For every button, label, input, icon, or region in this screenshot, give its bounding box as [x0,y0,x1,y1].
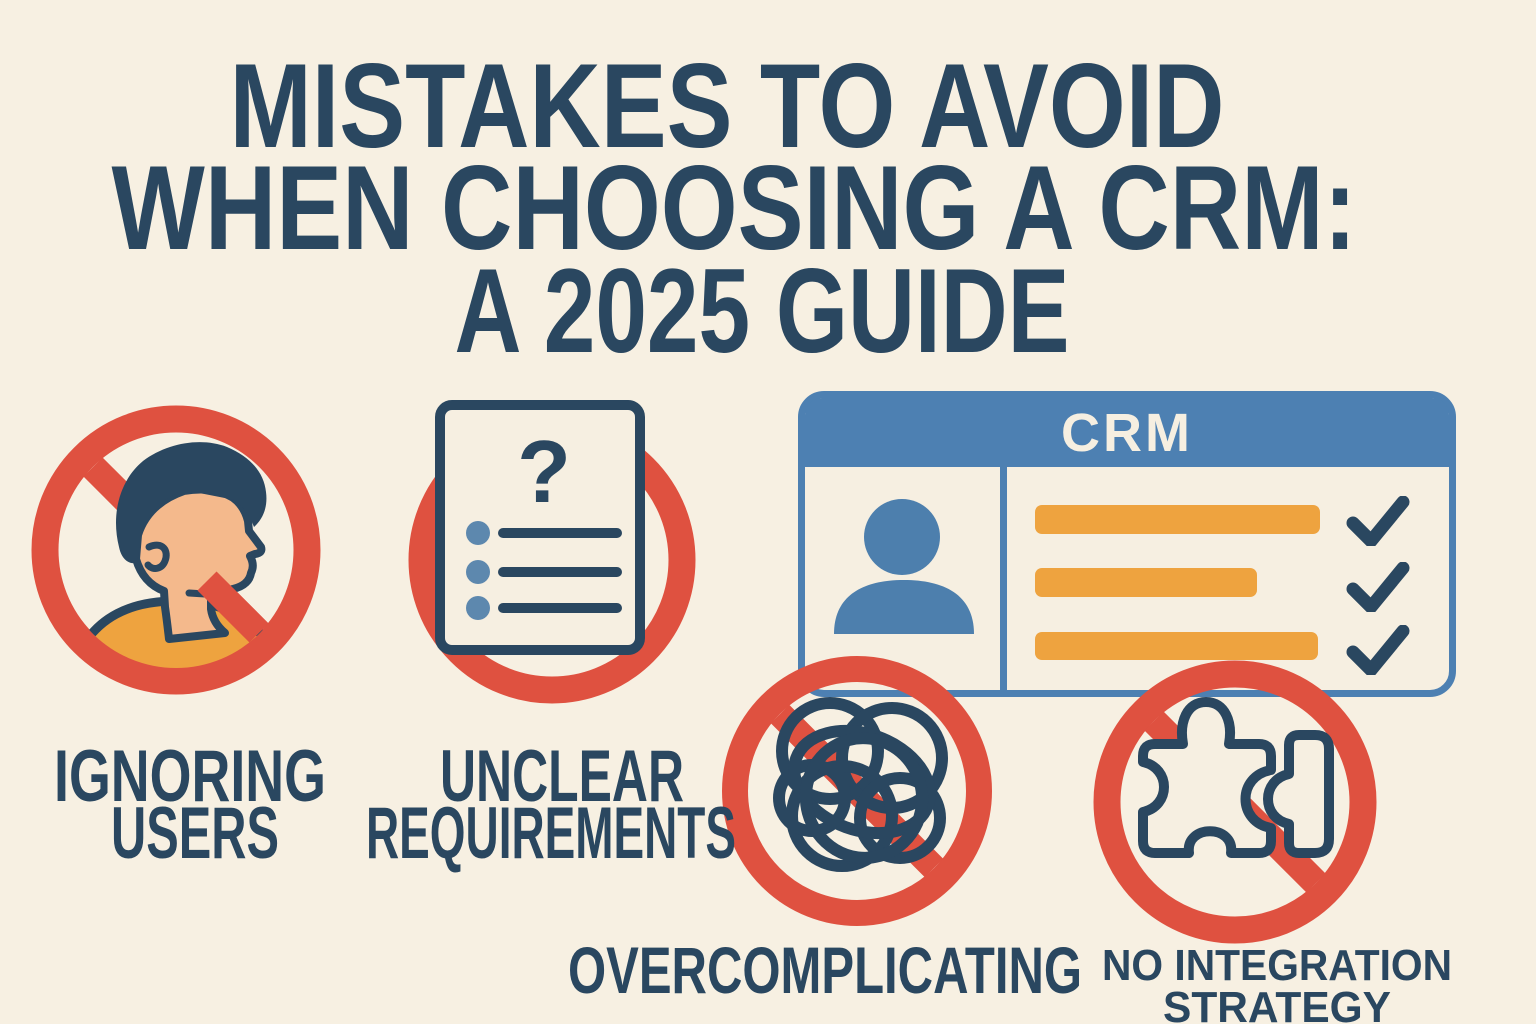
crm-card: CRM [798,391,1456,697]
no-puzzle-piece-icon [1093,660,1377,944]
feature-bar [1035,632,1318,660]
puzzle-piece-edge [1263,730,1334,858]
crm-card-title: CRM [1061,402,1193,463]
checkmark-icon [1346,562,1410,612]
label-ignoring-users-line2: USERS [111,793,279,874]
tangle-scribble [773,697,948,872]
label-no-integration-line2: STRATEGY [1163,983,1391,1024]
crm-card-header: CRM [805,398,1449,467]
label-unclear-requirements-line1: UNCLEAR [440,736,684,817]
label-ignoring-users-line1: IGNORING [54,736,326,817]
feature-bar [1035,568,1257,597]
label-overcomplicating: OVERCOMPLICATING [568,933,1082,1007]
page-title-line3: A 2025 GUIDE [455,244,1070,378]
person-avatar-icon [834,499,974,634]
crm-card-divider [1000,467,1007,690]
document-list-rows [466,521,622,620]
feature-bar [1035,505,1320,534]
page-title-line2: WHEN CHOOSING A CRM: [112,141,1357,275]
no-unclear-document-icon: ? [408,400,696,704]
checkmark-icon [1346,625,1410,675]
label-unclear-requirements-line2: REQUIREMENTS [366,793,736,874]
puzzle-piece-main [1138,697,1276,858]
no-tangle-icon [722,656,992,926]
page-title-line1: MISTAKES TO AVOID [230,39,1225,173]
question-mark: ? [517,422,571,521]
no-user-icon [31,405,321,695]
checkmark-icon [1346,496,1410,546]
